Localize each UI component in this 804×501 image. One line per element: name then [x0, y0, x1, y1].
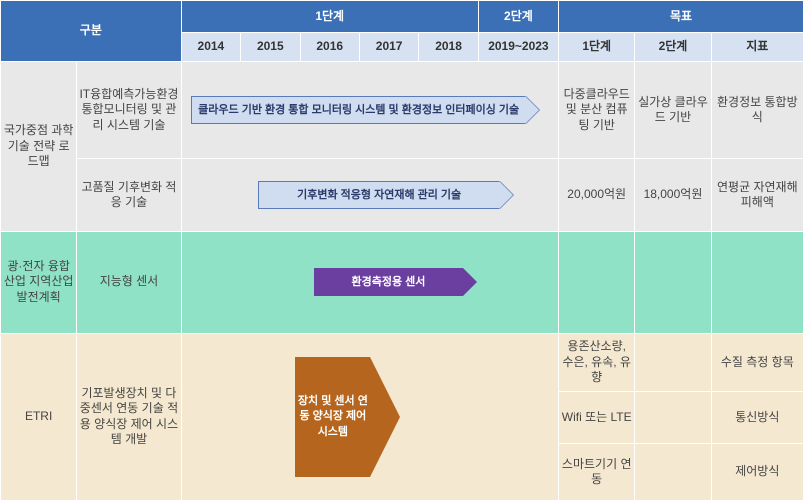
r4b-goal-p1: Wifi 또는 LTE	[559, 392, 635, 444]
roadmap-label: 국가중점 과학기술 전략 로드맵	[1, 62, 77, 232]
roadmap-table: 구분 1단계 2단계 목표 2014 2015 2016 2017 2018 2…	[0, 0, 804, 501]
r1-goal-p2: 실가상 클라우드 기반	[635, 62, 711, 159]
r4c-indicator: 제어방식	[711, 444, 803, 501]
hdr-goal-ind: 지표	[711, 32, 803, 61]
etri-label: ETRI	[1, 333, 77, 500]
r2-tech: 고품질 기후변화 적응 기술	[77, 159, 181, 231]
r4-tech: 기포발생장치 및 다중센서 연동 기술 적용 양식장 제어 시스템 개발	[77, 333, 181, 500]
roadmap-chart: 구분 1단계 2단계 목표 2014 2015 2016 2017 2018 2…	[0, 0, 804, 501]
r4b-indicator: 통신방식	[711, 392, 803, 444]
r1-indicator: 환경정보 통합방식	[711, 62, 803, 159]
hdr-category: 구분	[1, 1, 182, 62]
hdr-2014: 2014	[181, 32, 240, 61]
r1-goal-p1: 다중클라우드 및 분산 컴퓨팅 기반	[559, 62, 635, 159]
r3-goal-p2	[635, 231, 711, 333]
r3-goal-p1	[559, 231, 635, 333]
r1-tech: IT융합예측가능환경통합모니터링 및 관리 시스템 기술	[77, 62, 181, 159]
hdr-phase1: 1단계	[181, 1, 478, 33]
r3-arrow: 환경측정용 센서	[314, 268, 463, 296]
r2-goal-p1: 20,000억원	[559, 159, 635, 231]
r4c-goal-p2	[635, 444, 711, 501]
r2-indicator: 연평균 자연재해 피해액	[711, 159, 803, 231]
r4a-goal-p1: 용존산소량, 수은, 유속, 유향	[559, 333, 635, 392]
r1-arrow: 클라우드 기반 환경 통합 모니터링 시스템 및 환경정보 인터페이싱 기술	[191, 96, 526, 124]
hdr-2015: 2015	[241, 32, 300, 61]
hdr-2018: 2018	[419, 32, 478, 61]
r4-arrow: 장치 및 센서 연동 양식장 제어 시스템	[295, 357, 370, 477]
r4a-indicator: 수질 측정 항목	[711, 333, 803, 392]
hdr-goal: 목표	[559, 1, 804, 33]
hdr-2019-2023: 2019~2023	[478, 32, 558, 61]
hdr-goal-p2: 2단계	[635, 32, 711, 61]
r3-indicator	[711, 231, 803, 333]
r3-tech: 지능형 센서	[77, 231, 181, 333]
hdr-2017: 2017	[359, 32, 418, 61]
hdr-2016: 2016	[300, 32, 359, 61]
r2-goal-p2: 18,000억원	[635, 159, 711, 231]
r4b-goal-p2	[635, 392, 711, 444]
r4a-goal-p2	[635, 333, 711, 392]
hdr-goal-p1: 1단계	[559, 32, 635, 61]
r2-arrow: 기후변화 적응형 자연재해 관리 기술	[258, 181, 500, 209]
hdr-phase2: 2단계	[478, 1, 558, 33]
opto-label: 광·전자 융합산업 지역산업 발전계획	[1, 231, 77, 333]
r4c-goal-p1: 스마트기기 연동	[559, 444, 635, 501]
